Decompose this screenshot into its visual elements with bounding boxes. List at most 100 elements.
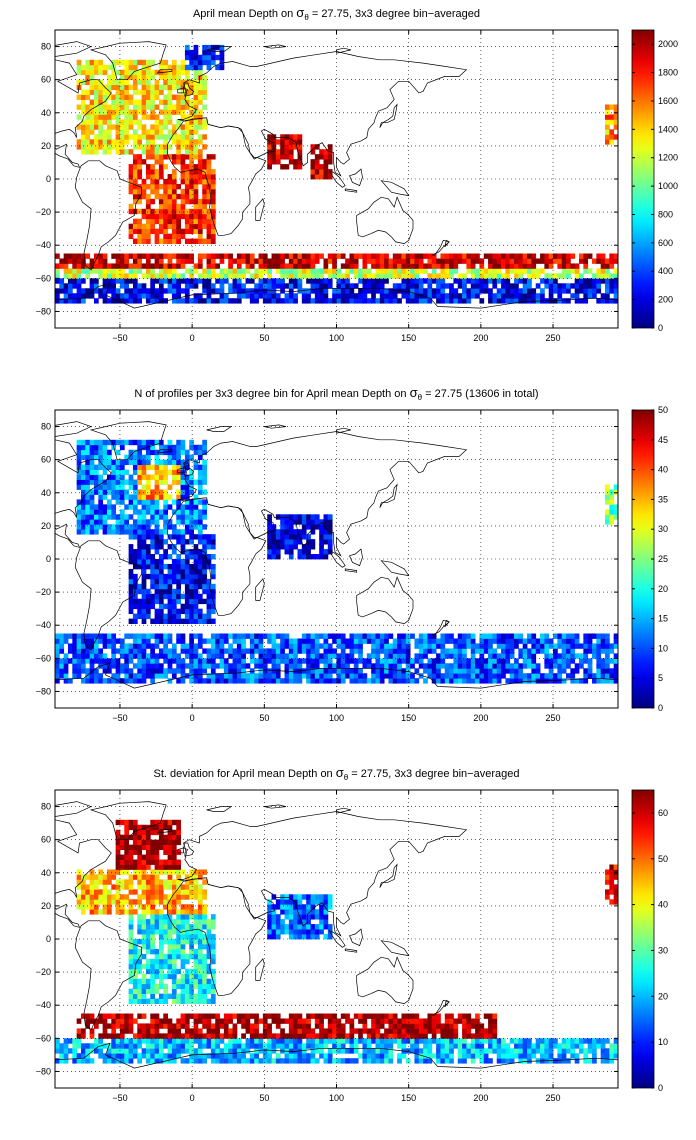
data-cell	[613, 104, 619, 110]
data-cell	[193, 104, 199, 110]
data-cell	[115, 484, 121, 490]
data-cell	[106, 1043, 112, 1049]
data-cell	[76, 439, 82, 446]
data-cell	[167, 253, 173, 259]
data-cell	[111, 874, 117, 880]
data-cell	[119, 278, 125, 284]
coastline	[183, 462, 195, 477]
data-cell	[55, 268, 60, 274]
data-cell	[410, 268, 415, 274]
data-cell	[89, 1018, 95, 1024]
data-cell	[115, 514, 121, 520]
data-cell	[375, 643, 381, 649]
data-cell	[158, 894, 164, 900]
data-cell	[176, 64, 181, 71]
data-cell	[548, 673, 554, 679]
data-cell	[189, 499, 194, 505]
data-cell	[150, 819, 156, 826]
data-cell	[371, 293, 376, 299]
data-cell	[210, 263, 216, 269]
data-cell	[150, 99, 156, 105]
data-cell	[128, 673, 134, 679]
data-cell	[561, 268, 567, 274]
data-cell	[613, 643, 619, 649]
data-cell	[137, 293, 143, 299]
data-cell	[557, 643, 563, 649]
data-cell	[150, 539, 156, 545]
data-cell	[358, 273, 363, 279]
data-cell	[154, 573, 160, 580]
data-cell	[228, 668, 233, 674]
data-cell	[514, 673, 519, 679]
data-cell	[184, 588, 190, 595]
data-cell	[379, 648, 385, 654]
data-cell	[501, 273, 506, 279]
data-cell	[128, 1028, 134, 1034]
x-tick-label: 50	[259, 333, 269, 343]
data-cell	[605, 119, 610, 125]
data-cell	[453, 643, 459, 649]
data-cell	[176, 874, 181, 880]
data-cell	[189, 968, 194, 975]
data-cell	[145, 208, 151, 215]
data-cell	[137, 174, 143, 180]
data-cell	[596, 668, 602, 674]
data-cell	[496, 263, 502, 269]
data-cell	[306, 519, 311, 525]
data-cell	[128, 1048, 134, 1054]
data-cell	[401, 263, 407, 269]
data-cell	[102, 633, 108, 639]
data-cell	[145, 603, 151, 610]
data-cell	[63, 258, 69, 264]
data-cell	[128, 559, 134, 565]
data-cell	[483, 678, 489, 684]
data-cell	[132, 454, 138, 461]
data-cell	[119, 293, 125, 299]
data-cell	[128, 288, 134, 294]
data-cell	[98, 89, 104, 95]
data-cell	[176, 263, 181, 269]
data-cell	[132, 273, 138, 279]
data-cell	[275, 514, 281, 520]
data-cell	[137, 454, 143, 461]
data-cell	[197, 499, 203, 505]
data-cell	[93, 99, 99, 105]
data-cell	[306, 668, 311, 674]
data-cell	[613, 678, 619, 684]
data-cell	[349, 283, 355, 289]
data-cell	[89, 114, 95, 120]
data-cell	[184, 474, 190, 480]
data-cell	[587, 283, 593, 289]
data-cell	[124, 119, 130, 125]
data-cell	[202, 524, 207, 530]
data-cell	[392, 288, 398, 294]
data-cell	[505, 638, 511, 644]
data-cell	[167, 444, 173, 451]
data-cell	[167, 484, 173, 490]
data-cell	[306, 554, 311, 560]
data-cell	[128, 648, 134, 654]
data-cell	[189, 439, 194, 446]
data-cell	[145, 673, 151, 679]
data-cell	[405, 283, 411, 289]
data-cell	[306, 673, 311, 679]
data-cell	[210, 534, 216, 540]
data-cell	[440, 633, 446, 639]
data-cell	[76, 79, 82, 86]
data-cell	[219, 633, 225, 639]
data-cell	[332, 638, 337, 644]
data-cell	[336, 268, 342, 274]
data-cell	[440, 288, 446, 294]
data-cell	[189, 953, 194, 960]
data-cell	[85, 253, 91, 259]
data-cell	[80, 529, 86, 535]
data-cell	[566, 273, 571, 279]
data-cell	[137, 539, 143, 545]
data-cell	[193, 643, 199, 649]
data-cell	[310, 643, 316, 649]
data-cell	[375, 648, 381, 654]
data-cell	[193, 69, 199, 76]
data-cell	[180, 904, 186, 910]
data-cell	[145, 1038, 151, 1044]
data-cell	[592, 648, 597, 654]
